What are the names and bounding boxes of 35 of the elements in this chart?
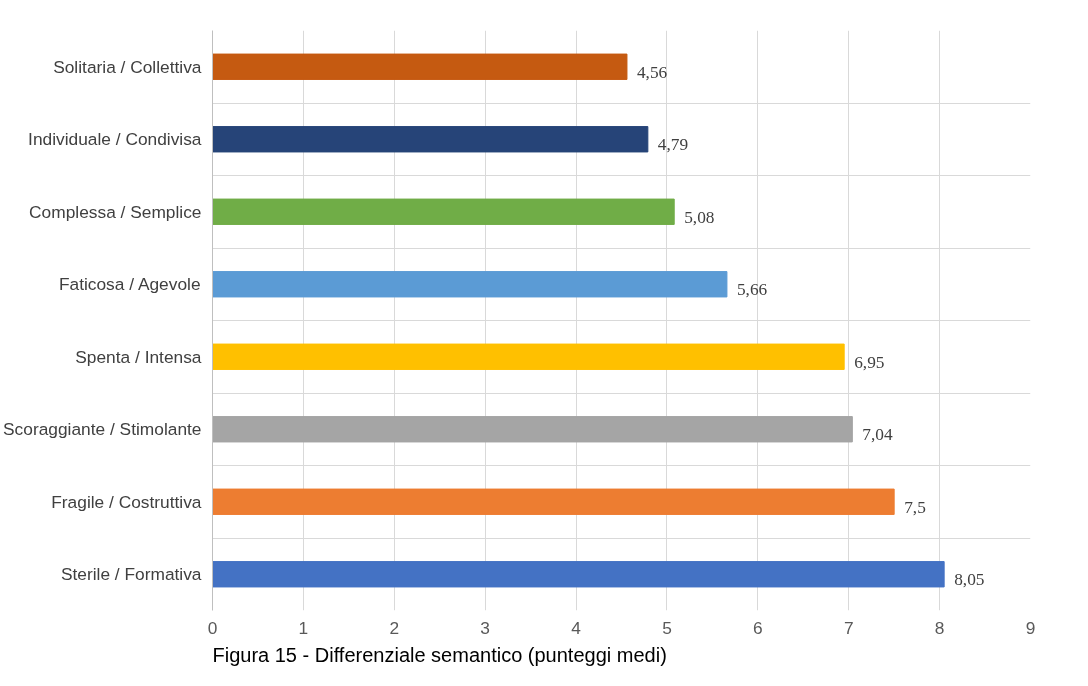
y-tick-label: Sterile / Formativa	[60, 564, 202, 585]
y-tick-label: Spenta / Intensa	[75, 346, 202, 367]
data-label: 5,08	[684, 207, 715, 227]
data-label: 4,56	[636, 62, 668, 82]
y-tick-label: Scoraggiante / Stimolante	[3, 419, 202, 440]
bar	[212, 126, 649, 153]
x-tick-label: 3	[480, 617, 490, 638]
bar	[212, 416, 853, 443]
data-label: 4,79	[657, 135, 689, 155]
x-tick-label: 8	[934, 617, 945, 638]
y-tick-label: Solitaria / Collettiva	[53, 56, 202, 77]
data-label: 6,95	[854, 352, 885, 372]
bar	[212, 53, 628, 80]
bar	[212, 343, 845, 370]
x-tick-label: 1	[298, 617, 309, 638]
y-tick-label: Individuale / Condivisa	[28, 129, 202, 150]
y-tick-label: Complessa / Semplice	[29, 201, 202, 222]
bar	[212, 561, 945, 588]
bar	[212, 198, 675, 225]
data-label: 7,04	[862, 425, 894, 445]
data-label: 5,66	[736, 280, 768, 300]
y-tick-label: Fragile / Costruttiva	[51, 491, 202, 512]
x-tick-label: 7	[843, 617, 854, 638]
data-label: 7,5	[904, 497, 926, 517]
x-tick-label: 5	[662, 617, 672, 638]
x-tick-label: 2	[389, 617, 400, 638]
data-label: 8,05	[954, 570, 985, 590]
text: Figura 15 - Differenziale semantico (punteggi medi)	[212, 643, 667, 666]
y-tick-label: Faticosa / Agevole	[58, 274, 201, 295]
x-tick-label: 0	[207, 617, 218, 638]
x-tick-label: 4	[571, 617, 582, 638]
bar	[212, 488, 895, 515]
x-tick-label: 6	[753, 617, 763, 638]
bar	[212, 271, 728, 298]
x-tick-label: 9	[1025, 617, 1036, 638]
